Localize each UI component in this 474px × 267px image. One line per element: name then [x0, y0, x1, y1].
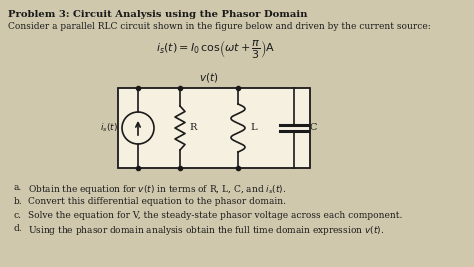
Text: Obtain the equation for $v(t)$ in terms of R, L, C, and $i_s(t)$.: Obtain the equation for $v(t)$ in terms … [28, 183, 286, 196]
Text: d.: d. [14, 224, 23, 233]
Text: C: C [310, 124, 318, 132]
Text: Problem 3: Circuit Analysis using the Phasor Domain: Problem 3: Circuit Analysis using the Ph… [8, 10, 308, 19]
Text: $i_s(t)$: $i_s(t)$ [100, 122, 118, 134]
Text: Convert this differential equation to the phasor domain.: Convert this differential equation to th… [28, 197, 286, 206]
Text: $i_s(t) = I_0\,\cos\!\left(\omega t + \dfrac{\pi}{3}\right)\mathrm{A}$: $i_s(t) = I_0\,\cos\!\left(\omega t + \d… [155, 38, 274, 60]
Text: Using the phasor domain analysis obtain the full time domain expression $v(t)$.: Using the phasor domain analysis obtain … [28, 224, 384, 237]
Text: R: R [189, 124, 196, 132]
Bar [118, 88, 310, 168]
Text: $v(t)$: $v(t)$ [200, 71, 219, 84]
Text: c.: c. [14, 211, 22, 219]
Text: a.: a. [14, 183, 22, 192]
Text: b.: b. [14, 197, 23, 206]
Text: Solve the equation for V, the steady-state phasor voltage across each component.: Solve the equation for V, the steady-sta… [28, 211, 402, 219]
Text: Consider a parallel RLC circuit shown in the figure below and driven by the curr: Consider a parallel RLC circuit shown in… [8, 22, 431, 31]
Text: L: L [250, 124, 256, 132]
